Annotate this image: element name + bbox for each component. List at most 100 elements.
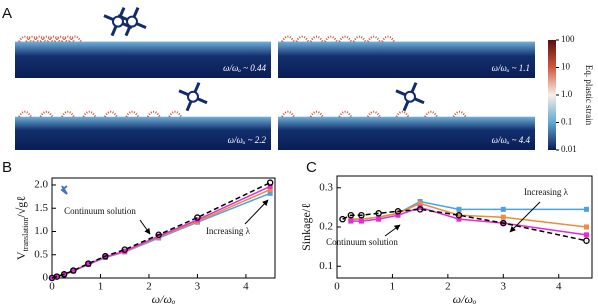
data-point — [395, 212, 401, 218]
wheel-hub — [404, 90, 416, 103]
panel-label: A — [2, 5, 12, 22]
data-point — [394, 208, 402, 215]
data-point — [500, 214, 506, 220]
data-point — [102, 254, 108, 260]
y-tick-label: 1.5 — [34, 202, 48, 214]
y-axis-label-part: /√gℓ — [14, 196, 28, 218]
x-tick-label: 4 — [556, 281, 562, 293]
data-point — [358, 218, 364, 224]
series-line — [350, 206, 587, 236]
chart-b: 0 1 2 3 4 0 0.5 1.0 1.5 2.0 ω/ωₒ Vtranslation/√gℓ Co… — [14, 177, 276, 306]
data-point — [456, 206, 462, 212]
series-line — [350, 202, 587, 228]
y-axis-label: Vtranslation/√gℓ — [14, 196, 31, 260]
data-point — [54, 274, 60, 280]
colorbar-ticks: 100 10 1.0 0.1 0.01 — [556, 34, 577, 154]
data-point — [358, 211, 365, 219]
panel-label: C — [306, 159, 317, 176]
simulation-label: ω/ωₒ ~ 1.1 — [492, 63, 530, 73]
series-line — [342, 208, 587, 242]
soil-bed — [15, 116, 271, 150]
y-tick-label: 0 — [43, 272, 49, 284]
annotation-arrow — [509, 201, 541, 233]
wheel-hub — [187, 90, 199, 103]
colorbar-tick-label: 0.1 — [561, 117, 572, 127]
data-point — [417, 200, 423, 206]
y-axis-label: Sinkage/ℓ — [299, 203, 313, 251]
deformed-soil — [281, 110, 467, 118]
annotation: Increasing λ — [524, 187, 569, 197]
data-point — [456, 216, 462, 222]
annotation-arrow — [384, 224, 401, 237]
simulation-label: ω/ωₒ ~ 2.2 — [228, 135, 267, 145]
series-line — [51, 181, 271, 279]
data-point — [267, 183, 273, 189]
annotation: Continuum solution — [326, 237, 398, 247]
series-line — [350, 200, 587, 220]
data-point — [455, 211, 463, 219]
data-point — [376, 216, 382, 222]
x-tick-label: 1 — [390, 281, 396, 293]
data-point — [85, 261, 91, 267]
data-point — [53, 273, 61, 280]
y-tick-label: 1.0 — [34, 225, 48, 237]
data-point — [339, 215, 346, 223]
colorbar-tick-label: 10 — [561, 62, 571, 72]
icon — [60, 185, 68, 195]
deformed-soil — [281, 35, 395, 43]
y-axis-label-part: V — [14, 251, 28, 260]
x-axis-label: ω/ωₒ — [453, 292, 477, 306]
y-tick-label: 2.0 — [34, 179, 48, 191]
y-tick-label: 0.2 — [319, 221, 333, 233]
data-point — [155, 231, 162, 238]
data-point — [347, 211, 355, 219]
wheel-hub — [126, 15, 138, 28]
colorbar — [548, 40, 556, 150]
data-point — [156, 233, 162, 239]
data-point — [266, 179, 274, 186]
data-point — [583, 237, 590, 244]
colorbar-tick-label: 0.01 — [561, 144, 577, 154]
annotation-arrow — [139, 219, 151, 235]
soil-bed — [278, 41, 535, 78]
deformed-soil — [18, 110, 183, 118]
data-point — [500, 219, 507, 227]
y-tick-label: 0.3 — [319, 181, 333, 193]
data-point — [456, 212, 462, 218]
y-tick-label: 0.1 — [319, 260, 333, 272]
data-point — [583, 206, 589, 212]
data-point — [375, 210, 382, 217]
x-tick-label: 4 — [243, 281, 249, 293]
data-point — [121, 246, 128, 253]
y-axis-label-part: translation — [21, 218, 30, 252]
x-tick-label: 2 — [445, 281, 451, 293]
chart-c: 0 1 2 3 4 0.1 0.2 0.3 ω/ωₒ Sinkage/ℓ Continuum sol… — [299, 175, 593, 306]
simulation-panels: ω/ωₒ ~ 0.44 ω/ωₒ ~ 1.1 ω/ωₒ ~ 2.2 ω/ωₒ ~ 4.… — [15, 7, 535, 150]
data-point — [416, 206, 424, 213]
x-tick-label: 2 — [146, 281, 152, 293]
colorbar-tick-label: 100 — [561, 34, 575, 44]
deformed-soil — [18, 35, 82, 43]
simulation-label: ω/ωₒ ~ 4.4 — [492, 135, 531, 145]
y-axis-label-part: Sinkage/ℓ — [299, 203, 313, 251]
data-point — [194, 214, 201, 221]
x-tick-label: 1 — [98, 281, 104, 293]
data-point — [70, 267, 77, 274]
soil-bed — [278, 116, 535, 150]
data-point — [348, 218, 354, 224]
x-tick-label: 0 — [334, 281, 340, 293]
x-axis-label: ω/ωₒ — [152, 292, 176, 306]
data-point — [267, 190, 273, 196]
colorbar-label: Eq. plastic strain — [584, 65, 594, 126]
y-tick-label: 0.5 — [34, 248, 48, 260]
data-point — [85, 260, 92, 267]
annotation-arrow — [244, 199, 269, 225]
annotation: Increasing λ — [206, 226, 251, 236]
soil-bed — [15, 41, 271, 78]
x-tick-label: 3 — [195, 281, 201, 293]
data-point — [267, 187, 273, 193]
data-point — [583, 224, 589, 230]
data-point — [122, 248, 128, 254]
panel-label: B — [2, 159, 12, 176]
